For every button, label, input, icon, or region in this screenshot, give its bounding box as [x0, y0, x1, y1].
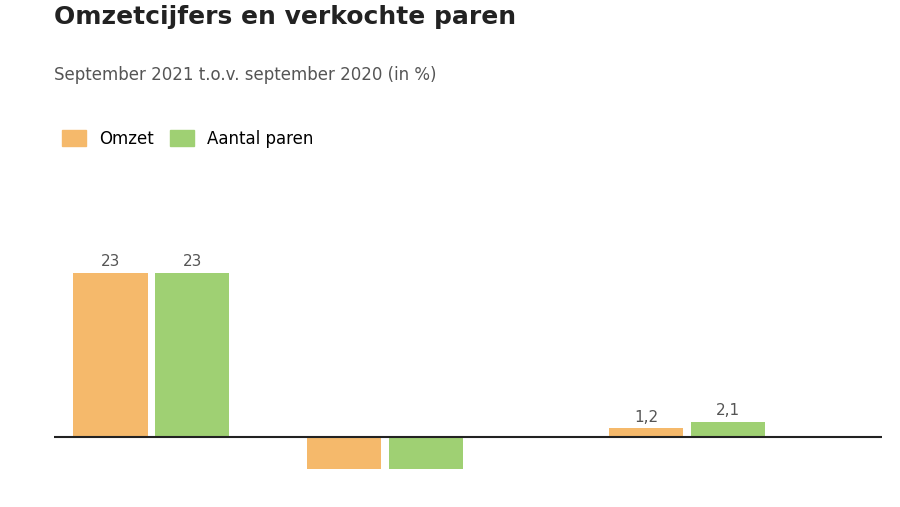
Text: 23: 23 [183, 255, 202, 269]
Bar [691, 422, 765, 437]
Text: 23: 23 [101, 255, 121, 269]
Text: September 2021 t.o.v. september 2020 (in %): September 2021 t.o.v. september 2020 (in… [54, 66, 436, 84]
Bar [74, 273, 148, 437]
Bar [609, 428, 683, 437]
Text: Omzetcijfers en verkochte paren: Omzetcijfers en verkochte paren [54, 5, 516, 29]
Bar [156, 273, 230, 437]
Bar [307, 437, 382, 469]
Legend: Omzet, Aantal paren: Omzet, Aantal paren [62, 130, 313, 148]
Text: 1,2: 1,2 [634, 410, 658, 425]
Text: 2,1: 2,1 [716, 403, 740, 418]
Bar [389, 437, 464, 469]
